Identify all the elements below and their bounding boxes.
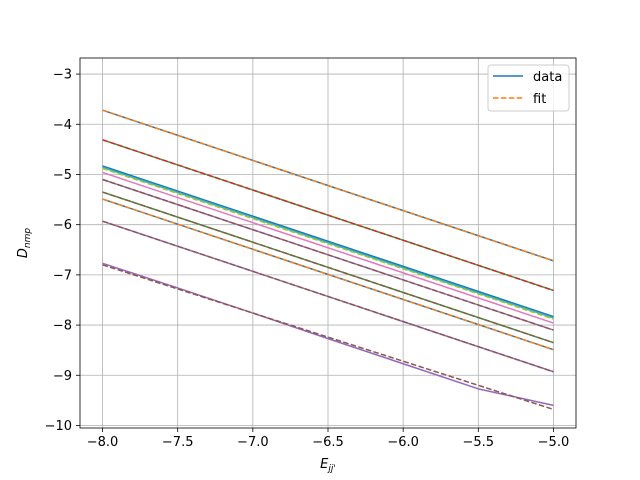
y-tick-label: −4 [53,118,72,133]
x-tick-label: −7.0 [237,435,269,450]
legend: data fit [487,64,570,112]
series-group [102,109,554,411]
y-tick-label: −9 [53,369,72,384]
y-axis-label-main: D [16,248,31,258]
data-line-5 [102,166,554,319]
x-tick-label: −6.5 [312,435,344,450]
y-tick-label: −10 [45,419,72,434]
x-tick-label: −8.0 [87,435,119,450]
y-tick-label: −7 [53,268,72,283]
data-line-4 [102,165,554,318]
x-tick-label: −7.5 [162,435,194,450]
legend-data-label: data [533,70,562,85]
data-line-7 [102,171,554,324]
x-axis-ticks: −8.0 −7.5 −7.0 −6.5 −6.0 −5.5 −5.0 [87,428,569,450]
data-line-16 [102,262,554,407]
x-tick-label: −5.0 [538,435,570,450]
fit-line-15 [102,220,554,373]
fit-line-6 [102,167,554,320]
y-tick-label: −6 [53,218,72,233]
x-tick-label: −6.0 [387,435,419,450]
x-axis-label-sub: jj' [326,464,335,474]
y-tick-label: −3 [53,68,72,83]
y-tick-label: −8 [53,319,72,334]
fit-line-1 [102,109,554,262]
y-axis-label: Dnmp [16,228,33,258]
x-axis-label-main: E [320,457,329,472]
x-tick-label: −5.5 [463,435,495,450]
fit-line-13 [102,198,554,351]
fit-line-9 [102,178,554,331]
x-axis-label: Ejj' [320,457,336,474]
y-axis-label-sub: nmp [23,228,33,248]
fit-line-11 [102,191,554,344]
fit-line-3 [102,139,554,292]
y-tick-label: −5 [53,168,72,183]
legend-fit-label: fit [533,92,546,107]
y-axis-ticks: −10 −9 −8 −7 −6 −5 −4 −3 [45,68,80,434]
